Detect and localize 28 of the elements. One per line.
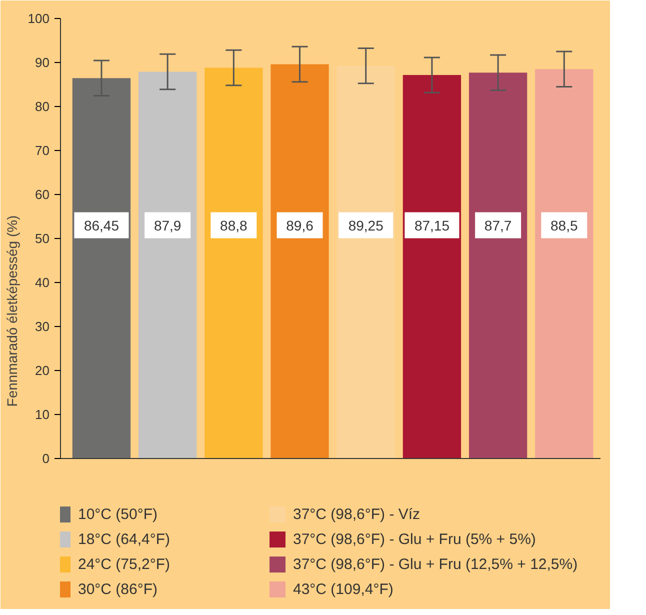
- y-tick-label: 10: [35, 407, 50, 422]
- y-tick-label: 0: [42, 451, 50, 466]
- data-label: 87,7: [484, 217, 512, 234]
- y-tick-label: 60: [35, 187, 50, 202]
- legend-label: 24°C (75,2°F): [78, 554, 170, 574]
- data-label: 89,6: [286, 217, 314, 234]
- data-label: 86,45: [84, 217, 120, 234]
- legend-label: 43°C (109,4°F): [293, 580, 394, 599]
- data-label: 89,25: [348, 217, 384, 234]
- legend-label: 30°C (86°F): [78, 580, 158, 599]
- y-tick-label: 90: [35, 55, 50, 70]
- legend-label: 37°C (98,6°F) - Glu + Fru (12,5% + 12,5%): [293, 554, 578, 574]
- legend-label: 18°C (64,4°F): [78, 530, 170, 549]
- legend-label: 37°C (98,6°F) - Víz: [293, 504, 420, 524]
- y-tick-label: 50: [35, 231, 50, 246]
- y-tick-label: 70: [35, 143, 50, 158]
- data-label: 88,5: [550, 217, 578, 234]
- y-tick-label: 100: [28, 11, 50, 26]
- y-tick-label: 20: [35, 363, 50, 378]
- y-tick-label: 80: [35, 99, 50, 114]
- legend-label: 37°C (98,6°F) - Glu + Fru (5% + 5%): [293, 530, 536, 549]
- data-label: 88,8: [220, 217, 248, 234]
- y-tick-label: 30: [35, 319, 50, 334]
- y-axis-title: Fennmaradó életképesség (%): [4, 215, 20, 407]
- y-tick-label: 40: [35, 275, 50, 290]
- data-label: 87,15: [414, 217, 450, 234]
- legend-label: 10°C (50°F): [78, 504, 158, 524]
- data-label: 87,9: [154, 217, 182, 234]
